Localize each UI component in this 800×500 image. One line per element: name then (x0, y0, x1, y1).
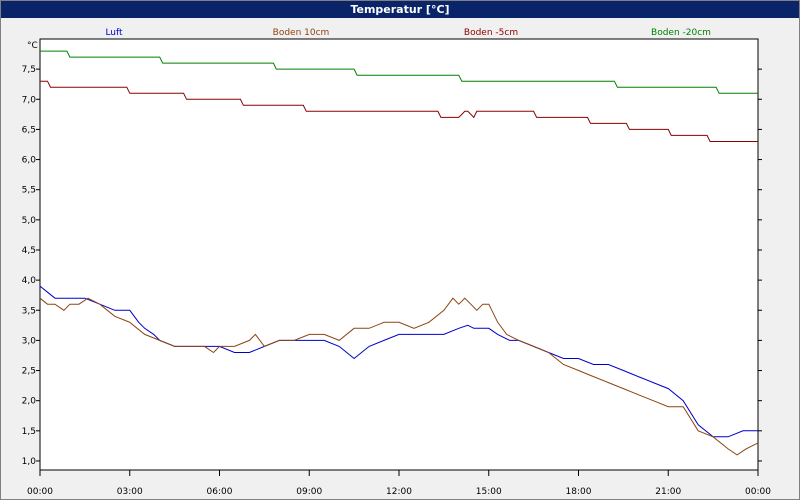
y-tick-label: 2,5 (22, 367, 36, 377)
plot-area (39, 38, 759, 471)
y-tick-label: 6,0 (22, 156, 37, 166)
y-tick-label: 6,5 (22, 125, 36, 135)
y-unit-label: °C (27, 41, 38, 51)
x-tick-time-label: 00:00 (745, 487, 771, 497)
x-tick-time-label: 12:00 (386, 487, 412, 497)
legend-item-luft: Luft (105, 28, 123, 38)
y-tick-label: 4,0 (22, 276, 37, 286)
y-tick-label: 1,0 (22, 457, 37, 467)
legend-item-boden-5cm: Boden -5cm (464, 28, 518, 38)
y-tick-label: 7,0 (22, 95, 37, 105)
x-tick-time-label: 03:00 (117, 487, 143, 497)
y-tick-label: 5,5 (22, 186, 36, 196)
legend-item-boden-20cm: Boden -20cm (651, 28, 711, 38)
series-line-boden-5cm (40, 80, 758, 142)
legend: Luft Boden 10cm Boden -5cm Boden -20cm (105, 28, 711, 38)
x-tick-time-label: 15:00 (476, 487, 502, 497)
series-line-luft (39, 285, 758, 438)
legend-item-boden-10cm: Boden 10cm (273, 28, 330, 38)
x-tick-time-label: 09:00 (296, 487, 322, 497)
y-tick-label: 1,5 (22, 427, 36, 437)
axes: 1,0 1,5 2,0 2,5 3,0 3,5 4,0 4,5 5,0 5,5 6,0 6,5 7,0 7… (22, 38, 771, 497)
y-tick-label: 5,0 (22, 216, 37, 226)
y-tick-label: 3,5 (22, 306, 36, 316)
series-line-boden-10cm (39, 297, 759, 456)
x-tick-time-label: 06:00 (207, 487, 233, 497)
y-tick-label: 3,0 (22, 336, 37, 346)
x-tick-time-label: 18:00 (566, 487, 592, 497)
x-tick-time-label: 00:00 (27, 487, 53, 497)
temperature-chart: Luft Boden 10cm Boden -5cm Boden -20cm 1,01… (1, 18, 799, 499)
y-tick-label: 4,5 (22, 246, 36, 256)
chart-title: Temperatur [°C] (1, 1, 799, 18)
y-tick-label: 7,5 (22, 65, 36, 75)
series-line-boden-20cm (40, 50, 758, 94)
y-tick-label: 2,0 (22, 397, 37, 407)
x-tick-time-label: 21:00 (655, 487, 681, 497)
series-lines (39, 50, 759, 456)
